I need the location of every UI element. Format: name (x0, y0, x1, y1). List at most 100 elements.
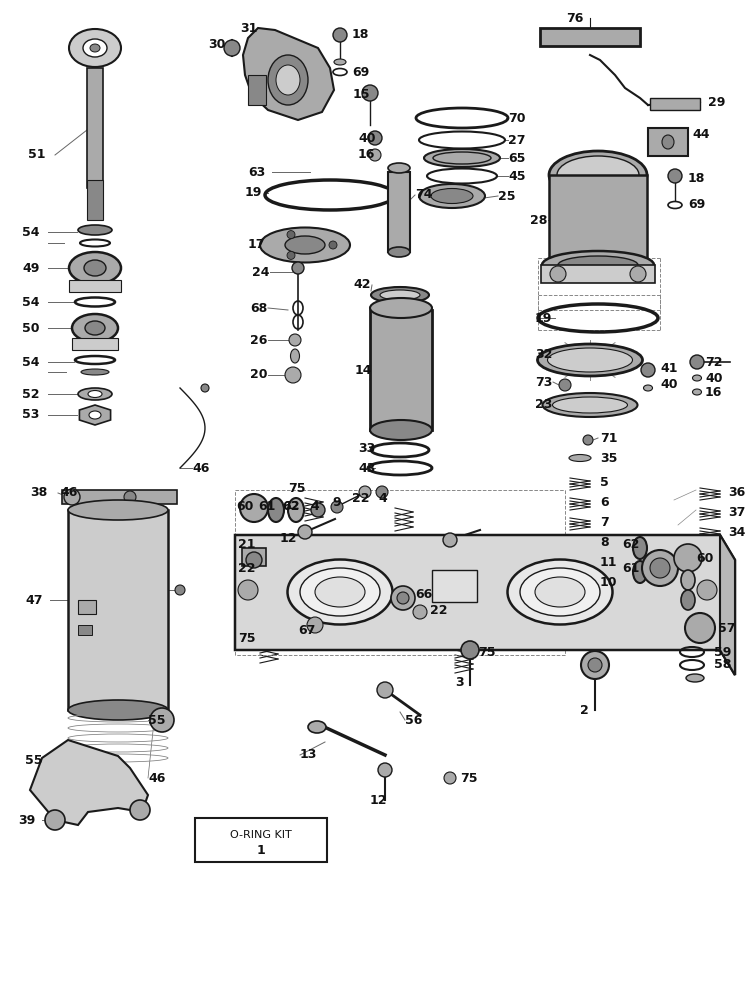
Ellipse shape (633, 561, 647, 583)
Text: 75: 75 (238, 631, 256, 644)
Bar (540, 28, 640, 46)
Circle shape (444, 772, 456, 784)
Ellipse shape (542, 251, 654, 279)
Text: 73: 73 (535, 376, 552, 389)
Bar (648, 128, 688, 156)
Text: 35: 35 (600, 451, 617, 464)
Text: 34: 34 (728, 526, 746, 539)
Polygon shape (30, 740, 148, 825)
Text: 65: 65 (508, 151, 525, 164)
Ellipse shape (370, 298, 432, 318)
Text: 69: 69 (352, 66, 369, 79)
Circle shape (697, 580, 717, 600)
Text: 54: 54 (22, 295, 40, 308)
Text: 59: 59 (714, 645, 731, 658)
Circle shape (175, 585, 185, 595)
Ellipse shape (72, 314, 118, 342)
Circle shape (240, 494, 268, 522)
Text: 75: 75 (478, 645, 496, 658)
Text: 29: 29 (708, 95, 725, 108)
Bar (432, 570, 477, 602)
Circle shape (201, 384, 209, 392)
Ellipse shape (424, 149, 500, 167)
Circle shape (376, 486, 388, 498)
Ellipse shape (692, 389, 701, 395)
Ellipse shape (89, 411, 101, 419)
Text: 28: 28 (530, 214, 548, 227)
Ellipse shape (535, 577, 585, 607)
Ellipse shape (692, 375, 701, 381)
Ellipse shape (538, 344, 643, 376)
Circle shape (307, 617, 323, 633)
Ellipse shape (81, 369, 109, 375)
Circle shape (331, 501, 343, 513)
Text: 55: 55 (25, 753, 43, 766)
Text: 44: 44 (692, 128, 709, 141)
Bar (62, 490, 177, 504)
Text: 11: 11 (600, 556, 617, 569)
Circle shape (289, 334, 301, 346)
Text: 75: 75 (460, 771, 478, 784)
Text: 62: 62 (282, 500, 299, 513)
Ellipse shape (557, 156, 639, 194)
Ellipse shape (300, 568, 380, 616)
Ellipse shape (553, 397, 628, 413)
Text: 37: 37 (728, 506, 746, 519)
Bar (650, 98, 700, 110)
Text: 41: 41 (660, 362, 677, 375)
Text: 18: 18 (352, 29, 369, 42)
Text: 76: 76 (566, 12, 584, 25)
Ellipse shape (644, 385, 652, 391)
Text: 26: 26 (250, 334, 267, 347)
Text: 13: 13 (300, 748, 317, 761)
Circle shape (333, 28, 347, 42)
Text: 74: 74 (415, 189, 433, 202)
Circle shape (285, 367, 301, 383)
Ellipse shape (558, 256, 638, 274)
Text: 75: 75 (288, 481, 305, 494)
Ellipse shape (88, 391, 102, 398)
Bar (78, 600, 96, 614)
Text: 45: 45 (508, 170, 526, 183)
Ellipse shape (83, 39, 107, 57)
Text: 54: 54 (22, 226, 40, 239)
Ellipse shape (268, 498, 284, 522)
Circle shape (368, 131, 382, 145)
Text: 30: 30 (208, 39, 226, 52)
Circle shape (581, 651, 609, 679)
Circle shape (362, 85, 378, 101)
Text: 4: 4 (310, 500, 319, 513)
Text: 7: 7 (600, 516, 609, 529)
Circle shape (588, 658, 602, 672)
Ellipse shape (85, 321, 105, 335)
Text: 22: 22 (352, 491, 370, 505)
Text: 3: 3 (455, 676, 464, 689)
Text: 22: 22 (238, 562, 256, 575)
Ellipse shape (69, 29, 121, 67)
Ellipse shape (276, 65, 300, 95)
Text: 46: 46 (148, 771, 166, 784)
Text: 5: 5 (600, 475, 609, 488)
Ellipse shape (285, 236, 325, 254)
Text: 47: 47 (25, 593, 43, 606)
Circle shape (413, 605, 427, 619)
Text: 63: 63 (248, 165, 266, 179)
Text: 50: 50 (22, 321, 40, 335)
Text: 24: 24 (252, 265, 269, 278)
Text: 38: 38 (30, 486, 47, 500)
Text: 4: 4 (378, 491, 387, 505)
Circle shape (443, 533, 457, 547)
Ellipse shape (388, 163, 410, 173)
Ellipse shape (681, 570, 695, 590)
Text: 12: 12 (280, 532, 298, 545)
Text: 46: 46 (192, 461, 209, 474)
Text: 53: 53 (22, 409, 40, 421)
Ellipse shape (419, 184, 485, 208)
Bar (388, 172, 410, 252)
Text: 17: 17 (248, 239, 266, 251)
Text: 68: 68 (250, 301, 267, 314)
Text: 6: 6 (600, 495, 608, 509)
Ellipse shape (520, 568, 600, 616)
Polygon shape (235, 535, 735, 675)
Bar (87, 68, 103, 188)
